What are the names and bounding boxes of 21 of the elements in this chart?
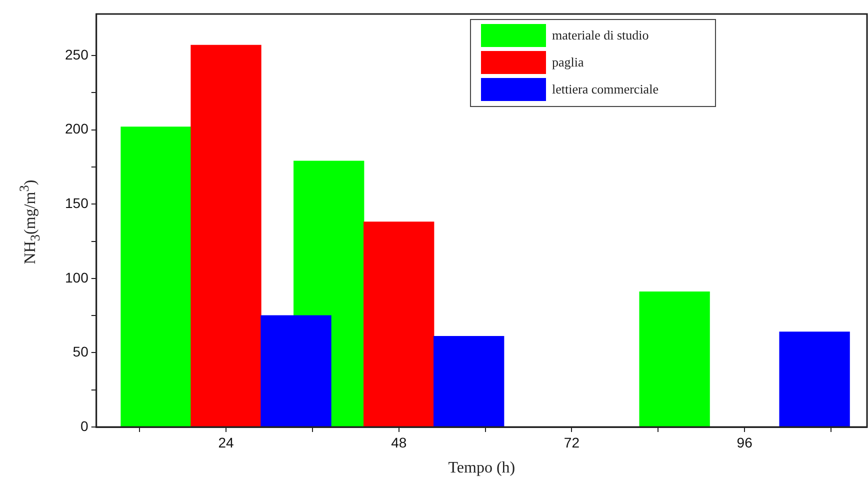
x-tick-label: 24 [218,434,234,450]
legend-label: materiale di studio [552,27,649,42]
bar [120,126,192,427]
y-tick-label: 250 [65,46,89,62]
y-tick-label: 50 [72,344,89,360]
x-tick-label: 72 [564,434,580,450]
legend-label: paglia [552,54,584,70]
y-tick-label: 0 [80,418,89,434]
y-tick-label: 200 [65,120,89,137]
x-tick-label: 48 [391,434,407,450]
bar [260,315,332,427]
y-tick-label: 150 [65,195,89,212]
bar [434,336,504,427]
bar [190,44,262,427]
y-tick-label: 100 [65,269,89,286]
legend-label: lettiera commerciale [552,81,659,96]
bar [779,332,850,427]
bar [364,222,434,427]
bar [639,291,710,427]
x-axis-title: Tempo (h) [448,460,516,477]
x-tick-label: 96 [736,434,753,450]
